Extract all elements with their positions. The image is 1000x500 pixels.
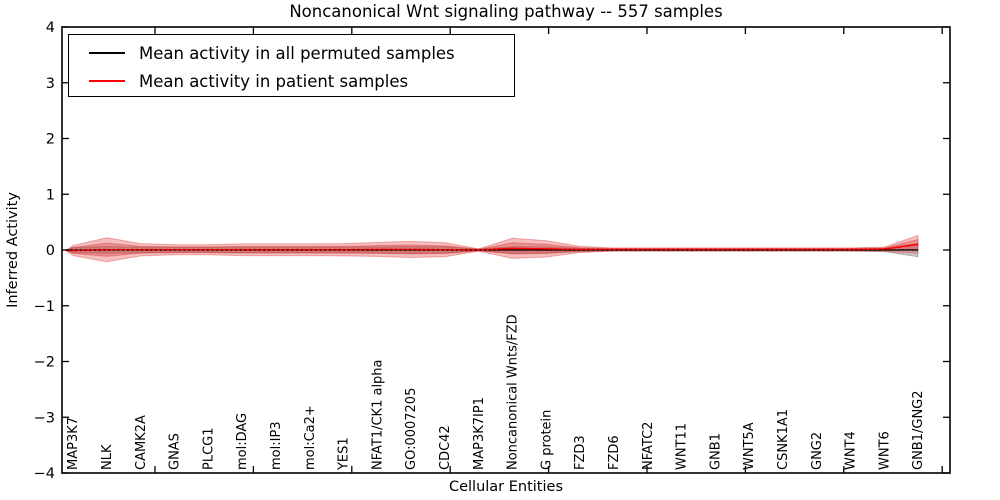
x-category-label: PLCG1 (201, 427, 216, 470)
chart-title: Noncanonical Wnt signaling pathway -- 55… (289, 2, 723, 21)
y-tick-label: 2 (46, 132, 55, 148)
x-category-label: CDC42 (438, 425, 453, 470)
legend-line-red-icon (89, 80, 125, 82)
legend: Mean activity in all permuted samples Me… (68, 34, 515, 97)
y-tick-label: −3 (34, 410, 55, 426)
x-category-label: FZD6 (607, 435, 622, 470)
legend-label: Mean activity in patient samples (139, 71, 409, 91)
y-tick-label: 4 (46, 20, 55, 36)
x-category-label: MAP3K7 (66, 417, 81, 470)
x-category-label: mol:DAG (235, 413, 250, 470)
x-category-label: NLK (100, 444, 115, 470)
x-category-label: WNT6 (877, 431, 892, 470)
x-category-label: G protein (539, 410, 554, 470)
patient-samples-std-inner-band (64, 238, 919, 257)
x-category-label: GNB1 (708, 433, 723, 470)
legend-item-patient: Mean activity in patient samples (79, 67, 504, 95)
y-tick-label: 1 (46, 187, 55, 203)
x-category-label: GNG2 (810, 432, 825, 470)
x-category-label: NFAT1/CK1 alpha (370, 359, 385, 470)
x-category-label: mol:IP3 (269, 421, 284, 470)
x-category-label: WNT5A (742, 422, 757, 470)
y-tick-label: −2 (34, 355, 55, 371)
x-category-label: NFATC2 (641, 422, 656, 470)
legend-label: Mean activity in all permuted samples (139, 43, 455, 63)
x-axis-label: Cellular Entities (448, 479, 564, 495)
y-tick-label: 0 (46, 243, 55, 259)
legend-line-black-icon (89, 52, 125, 54)
x-category-label: CAMK2A (134, 415, 149, 470)
x-category-label: CSNK1A1 (776, 409, 791, 470)
x-category-label: MAP3K7IP1 (472, 397, 487, 470)
x-category-label: Noncanonical Wnts/FZD (506, 314, 521, 470)
legend-item-permuted: Mean activity in all permuted samples (79, 39, 504, 67)
x-category-label: FZD3 (573, 435, 588, 470)
x-category-label: GNB1/GNG2 (911, 390, 926, 470)
x-category-label: mol:Ca2+ (303, 405, 318, 470)
x-category-label: GNAS (168, 433, 183, 470)
x-category-label: YES1 (337, 437, 352, 471)
x-category-label: WNT11 (675, 423, 690, 470)
x-category-label: GO:0007205 (404, 388, 419, 470)
y-tick-label: −1 (34, 299, 55, 315)
y-tick-label: 3 (46, 76, 55, 92)
y-tick-label: −4 (34, 466, 55, 482)
x-category-label: WNT4 (844, 431, 859, 470)
